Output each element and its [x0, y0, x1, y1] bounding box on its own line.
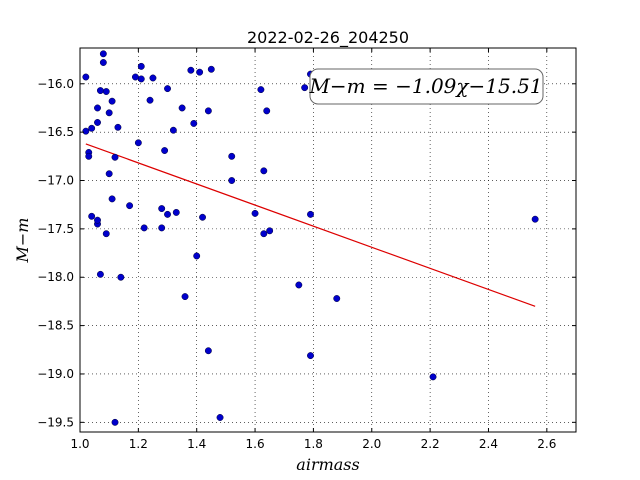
x-tick-label: 2.4 [479, 437, 498, 451]
data-point [82, 127, 90, 135]
data-point [251, 209, 259, 217]
data-point [216, 414, 224, 421]
y-tick-label: −17.0 [37, 174, 74, 188]
data-point [307, 210, 314, 218]
data-point [429, 373, 437, 381]
x-tick-label: 1.2 [129, 437, 148, 451]
data-point [108, 97, 116, 105]
data-point [146, 96, 154, 104]
data-point [158, 205, 166, 213]
data-point [190, 119, 198, 127]
annotation-box [309, 68, 544, 105]
data-point [88, 124, 96, 132]
data-point [161, 147, 169, 154]
data-point [266, 227, 274, 235]
data-point [169, 126, 177, 134]
fit-line [85, 143, 536, 307]
y-tick-label: −19.0 [37, 367, 74, 381]
data-point [228, 177, 236, 184]
data-point [207, 65, 215, 73]
x-tick-label: 1.0 [70, 437, 89, 451]
x-axis-label: airmass [296, 455, 359, 474]
data-point [117, 273, 125, 281]
x-tick-label: 1.4 [187, 437, 206, 451]
data-point [114, 123, 122, 131]
x-tick-label: 2.0 [362, 437, 381, 451]
data-point [164, 85, 171, 93]
data-point [134, 139, 142, 147]
data-point [199, 213, 206, 221]
data-point [164, 210, 171, 218]
data-point [137, 62, 145, 70]
data-point [181, 293, 189, 301]
data-point [204, 107, 212, 115]
chart-title: 2022-02-26_204250 [247, 28, 409, 48]
data-point [96, 87, 104, 95]
data-point [301, 84, 309, 92]
data-point [260, 230, 268, 238]
y-tick-label: −18.0 [37, 270, 74, 284]
data-point [531, 215, 539, 223]
plot-frame [79, 47, 577, 433]
data-point [187, 66, 195, 74]
y-tick-label: −16.5 [37, 125, 74, 139]
data-point [108, 195, 116, 203]
y-tick-label: −16.0 [37, 77, 74, 91]
x-tick-label: 2.2 [421, 437, 440, 451]
data-point [94, 104, 101, 112]
data-points [82, 50, 539, 426]
data-point [105, 170, 113, 178]
data-point [228, 152, 236, 160]
fit-line-group [85, 143, 536, 307]
data-point [307, 352, 314, 360]
data-point [263, 107, 271, 115]
data-point [111, 418, 119, 426]
y-axis: −16.0 −16.5 −17.0 −17.5 −18.0 −18.5 −19.0 −19.5 [37, 77, 576, 429]
data-point [158, 224, 166, 232]
data-point [102, 230, 110, 238]
data-point [88, 212, 96, 220]
data-point [140, 224, 148, 232]
data-point [99, 50, 107, 58]
data-point [102, 88, 110, 95]
data-point [94, 119, 101, 126]
data-point [172, 208, 180, 216]
y-axis-label: M−m [13, 218, 32, 264]
plot-background [80, 48, 576, 432]
y-tick-label: −17.5 [37, 222, 74, 236]
data-point [196, 68, 204, 76]
x-tick-label: 2.6 [537, 437, 556, 451]
x-axis: 1.0 1.2 1.4 1.6 1.8 2.0 2.2 2.4 2.6 [70, 48, 556, 451]
y-tick-label: −19.5 [37, 415, 74, 429]
data-point [193, 252, 201, 260]
data-point [82, 73, 90, 81]
data-point [111, 153, 119, 161]
x-tick-label: 1.8 [304, 437, 323, 451]
data-point [149, 74, 157, 82]
data-point [96, 270, 104, 278]
data-point [178, 104, 186, 112]
data-point [204, 347, 212, 355]
data-point [257, 86, 265, 94]
data-point [333, 295, 341, 302]
y-tick-label: −18.5 [37, 319, 74, 333]
data-point [105, 109, 113, 117]
data-point [131, 73, 139, 81]
annotation-text: M−m = −1.09χ−15.51 [308, 74, 542, 98]
data-point [137, 75, 145, 83]
data-point [85, 152, 93, 160]
x-tick-label: 1.6 [246, 437, 265, 451]
data-point [295, 281, 303, 289]
data-point [99, 59, 107, 66]
data-point [260, 167, 268, 175]
data-point [126, 202, 134, 210]
data-point [94, 216, 101, 224]
